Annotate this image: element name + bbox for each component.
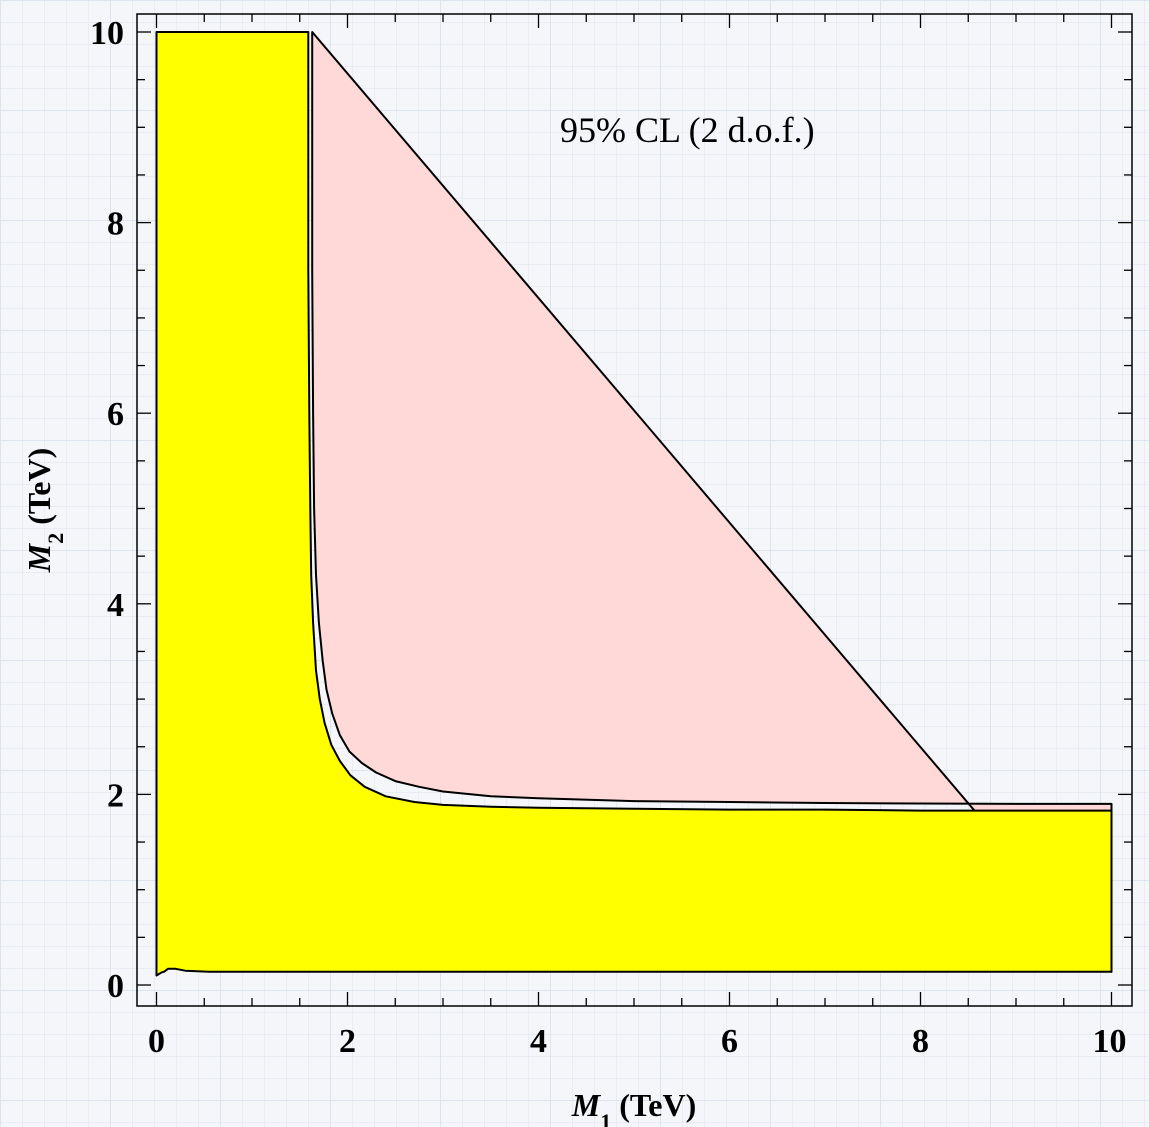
y-tick-labels: 0 2 4 6 8 10	[90, 15, 124, 1005]
x-tick-label: 4	[530, 1023, 547, 1060]
y-tick-label: 4	[107, 587, 124, 624]
confidence-annotation: 95% CL (2 d.o.f.)	[560, 110, 815, 150]
y-tick-label: 10	[90, 15, 124, 52]
allowed-region	[155, 31, 1113, 977]
x-tick-label: 10	[1093, 1023, 1127, 1060]
x-axis-title: M1 (TeV)	[571, 1087, 696, 1127]
y-tick-label: 6	[107, 396, 124, 433]
regions	[155, 31, 1113, 977]
ticks	[137, 14, 1132, 1006]
x-tick-label: 8	[912, 1023, 929, 1060]
y-axis-title: M2 (TeV)	[21, 448, 68, 573]
x-tick-labels: 0 2 4 6 8 10	[148, 1023, 1127, 1060]
x-tick-label: 2	[339, 1023, 356, 1060]
y-tick-label: 2	[107, 777, 124, 814]
x-tick-label: 0	[148, 1023, 165, 1060]
band-region	[311, 31, 1113, 973]
y-tick-label: 8	[107, 206, 124, 243]
x-tick-label: 6	[721, 1023, 738, 1060]
y-tick-label: 0	[107, 968, 124, 1005]
